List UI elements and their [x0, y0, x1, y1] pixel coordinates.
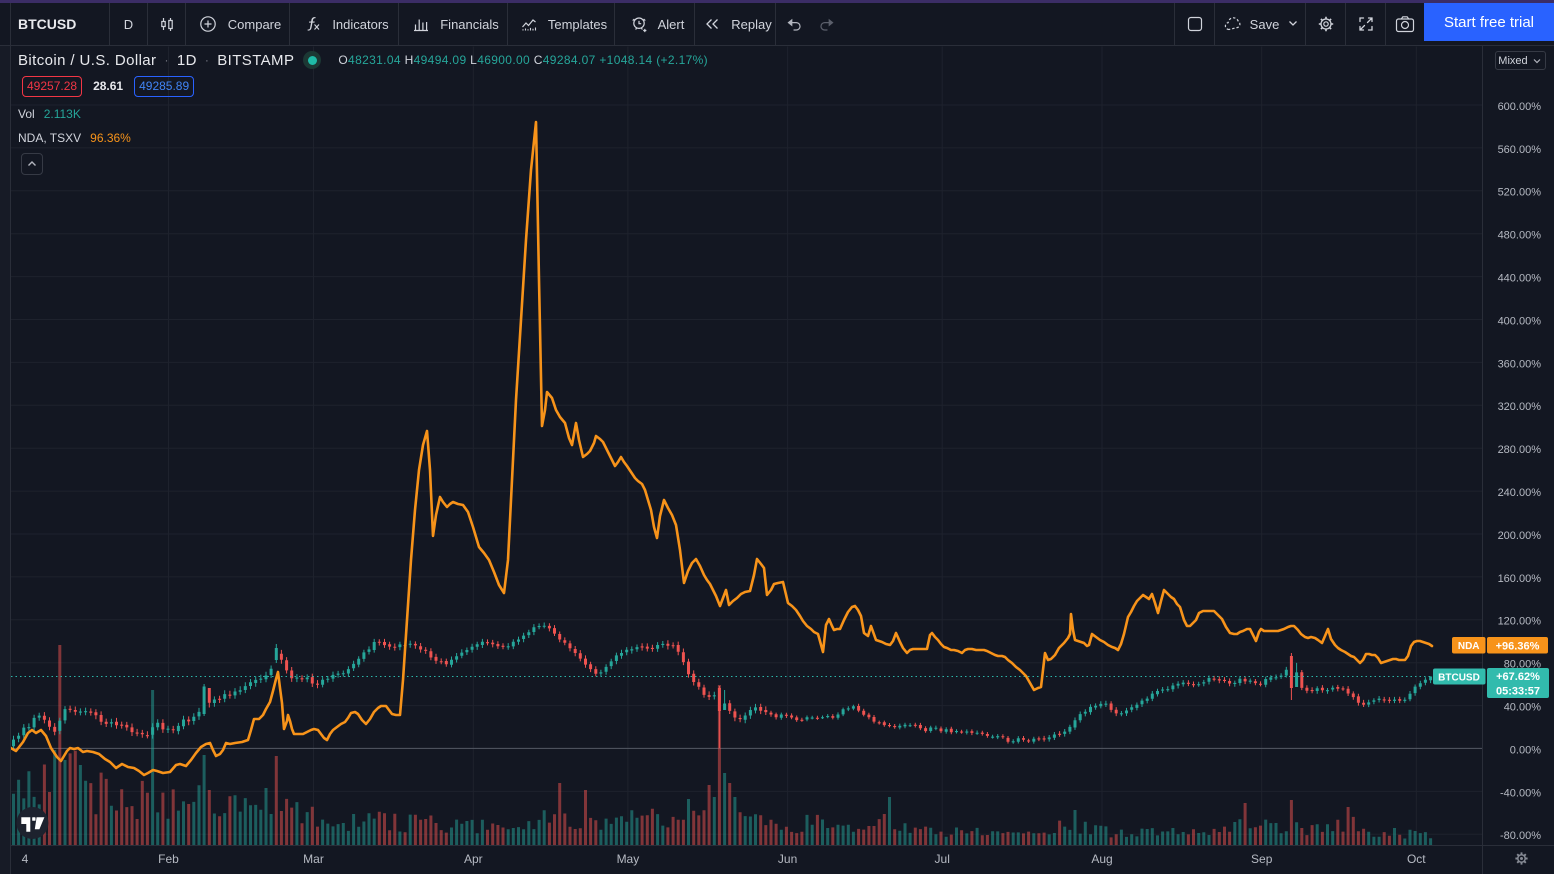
svg-text:BTCUSD: BTCUSD	[1438, 673, 1480, 684]
svg-text:Mar: Mar	[303, 852, 324, 866]
svg-text:Sep: Sep	[1251, 852, 1273, 866]
svg-text:Jul: Jul	[935, 852, 950, 866]
svg-text:05:33:57: 05:33:57	[1496, 686, 1540, 698]
svg-text:Feb: Feb	[158, 852, 179, 866]
svg-text:360.00%: 360.00%	[1498, 358, 1542, 370]
svg-text:80.00%: 80.00%	[1504, 659, 1542, 671]
svg-text:160.00%: 160.00%	[1498, 573, 1542, 585]
svg-text:40.00%: 40.00%	[1504, 702, 1542, 714]
svg-text:480.00%: 480.00%	[1498, 230, 1542, 242]
svg-text:Apr: Apr	[464, 852, 483, 866]
svg-text:320.00%: 320.00%	[1498, 401, 1542, 413]
svg-text:600.00%: 600.00%	[1498, 101, 1542, 113]
svg-text:120.00%: 120.00%	[1498, 616, 1542, 628]
svg-text:560.00%: 560.00%	[1498, 144, 1542, 156]
svg-text:Aug: Aug	[1091, 852, 1112, 866]
svg-text:+96.36%: +96.36%	[1496, 641, 1540, 653]
svg-text:520.00%: 520.00%	[1498, 187, 1542, 199]
svg-text:400.00%: 400.00%	[1498, 315, 1542, 327]
svg-text:-80.00%: -80.00%	[1500, 830, 1541, 842]
svg-text:Jun: Jun	[778, 852, 797, 866]
svg-text:Oct: Oct	[1407, 852, 1426, 866]
svg-text:May: May	[617, 852, 640, 866]
svg-text:0.00%: 0.00%	[1510, 744, 1541, 756]
svg-text:4: 4	[22, 852, 29, 866]
svg-text:+67.62%: +67.62%	[1496, 671, 1540, 683]
svg-text:NDA: NDA	[1458, 641, 1480, 652]
svg-text:240.00%: 240.00%	[1498, 487, 1542, 499]
svg-text:200.00%: 200.00%	[1498, 530, 1542, 542]
svg-text:440.00%: 440.00%	[1498, 273, 1542, 285]
svg-text:-40.00%: -40.00%	[1500, 787, 1541, 799]
svg-text:280.00%: 280.00%	[1498, 444, 1542, 456]
